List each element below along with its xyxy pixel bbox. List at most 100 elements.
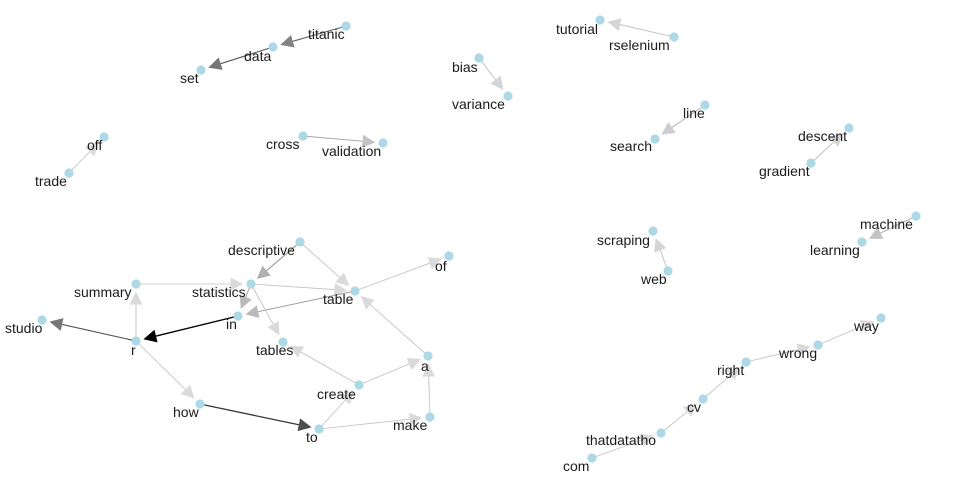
node-a[interactable] <box>423 351 433 361</box>
edge-arrowhead <box>180 384 195 399</box>
edge-arrowhead <box>829 133 844 147</box>
node-machine[interactable] <box>911 211 921 221</box>
node-statistics[interactable] <box>246 279 256 289</box>
edge-arrowhead <box>868 227 884 239</box>
node-line[interactable] <box>700 100 710 110</box>
edge-line <box>302 135 363 142</box>
node-label-cv: cv <box>687 399 701 415</box>
edge-arrowhead <box>726 366 741 381</box>
edge-line <box>428 376 431 418</box>
node-label-com: com <box>563 458 589 474</box>
edge-table-of <box>354 257 442 292</box>
edge-r-how <box>135 340 195 399</box>
edge-gradient-descent <box>810 133 844 164</box>
edge-create-tables <box>289 345 360 386</box>
node-r[interactable] <box>131 336 141 346</box>
edge-arrowhead <box>859 320 875 333</box>
edge-line <box>745 349 799 363</box>
node-label-machine: machine <box>860 216 913 232</box>
edge-arrowhead <box>84 142 99 157</box>
node-variance[interactable] <box>503 91 513 101</box>
edge-statistics-table <box>250 283 348 297</box>
node-data[interactable] <box>268 42 278 52</box>
node-table[interactable] <box>350 286 360 296</box>
node-label-validation: validation <box>322 143 381 159</box>
edge-line <box>135 340 186 390</box>
node-titanic[interactable] <box>341 21 351 31</box>
edge-to-create <box>318 390 354 430</box>
node-how[interactable] <box>195 399 205 409</box>
node-label-right: right <box>717 362 744 378</box>
node-descent[interactable] <box>844 123 854 133</box>
node-label-statistics: statistics <box>192 284 246 300</box>
node-right[interactable] <box>741 357 751 367</box>
node-scraping[interactable] <box>648 226 658 236</box>
edge-arrowhead <box>256 265 271 280</box>
node-com[interactable] <box>587 453 597 463</box>
node-make[interactable] <box>425 412 435 422</box>
edge-arrowhead <box>607 18 622 31</box>
node-create[interactable] <box>354 380 364 390</box>
edge-line <box>591 439 642 459</box>
node-descriptive[interactable] <box>295 237 305 247</box>
node-tables[interactable] <box>278 337 288 347</box>
node-label-studio: studio <box>5 320 43 336</box>
node-trade[interactable] <box>64 168 74 178</box>
node-search[interactable] <box>650 134 660 144</box>
node-tutorial[interactable] <box>595 15 605 25</box>
node-gradient[interactable] <box>806 158 816 168</box>
edge-arrowhead <box>208 57 223 70</box>
node-studio[interactable] <box>37 315 47 325</box>
node-of[interactable] <box>444 251 454 261</box>
edges-layer <box>49 18 917 459</box>
node-label-line: line <box>683 105 705 121</box>
edge-line <box>250 283 335 291</box>
node-label-rselenium: rselenium <box>609 37 670 53</box>
node-to[interactable] <box>314 424 324 434</box>
node-label-set: set <box>180 70 199 86</box>
node-label-data: data <box>244 48 271 64</box>
node-cross[interactable] <box>298 131 308 141</box>
edge-line <box>880 215 917 234</box>
edge-arrowhead <box>361 134 376 148</box>
node-cv[interactable] <box>698 394 708 404</box>
edge-trade-off <box>68 142 99 174</box>
edge-line <box>370 304 429 357</box>
node-thatdatatho[interactable] <box>656 428 666 438</box>
node-summary[interactable] <box>131 279 141 289</box>
node-in[interactable] <box>233 311 243 321</box>
edge-descriptive-table <box>299 241 350 286</box>
edge-arrowhead <box>408 412 423 426</box>
edge-a-table <box>360 296 429 357</box>
edge-line <box>619 24 675 38</box>
node-label-web: web <box>640 271 667 287</box>
node-label-of: of <box>435 258 447 274</box>
edge-make-a <box>422 363 436 418</box>
node-web[interactable] <box>663 266 673 276</box>
node-label-descent: descent <box>798 128 847 144</box>
node-off[interactable] <box>99 132 109 142</box>
node-way[interactable] <box>876 313 886 323</box>
node-learning[interactable] <box>857 237 867 247</box>
edge-arrowhead <box>143 329 158 343</box>
edge-titanic-data <box>280 25 347 48</box>
edge-arrowhead <box>297 418 312 432</box>
node-set[interactable] <box>196 65 206 75</box>
node-validation[interactable] <box>378 138 388 148</box>
edge-statistics-tables <box>250 283 280 336</box>
edge-line <box>250 283 274 325</box>
edge-arrowhead <box>334 283 348 297</box>
edge-in-r <box>143 315 239 343</box>
node-wrong[interactable] <box>813 340 823 350</box>
node-rselenium[interactable] <box>669 32 679 42</box>
edge-create-a <box>358 357 421 386</box>
edge-data-set <box>208 46 274 70</box>
node-label-how: how <box>173 404 200 420</box>
node-label-learning: learning <box>810 242 860 258</box>
edge-line <box>817 325 863 346</box>
nodes-layer <box>37 15 921 463</box>
node-label-table: table <box>323 291 354 307</box>
node-label-cross: cross <box>266 136 299 152</box>
node-label-to: to <box>306 429 318 445</box>
node-bias[interactable] <box>474 53 484 63</box>
